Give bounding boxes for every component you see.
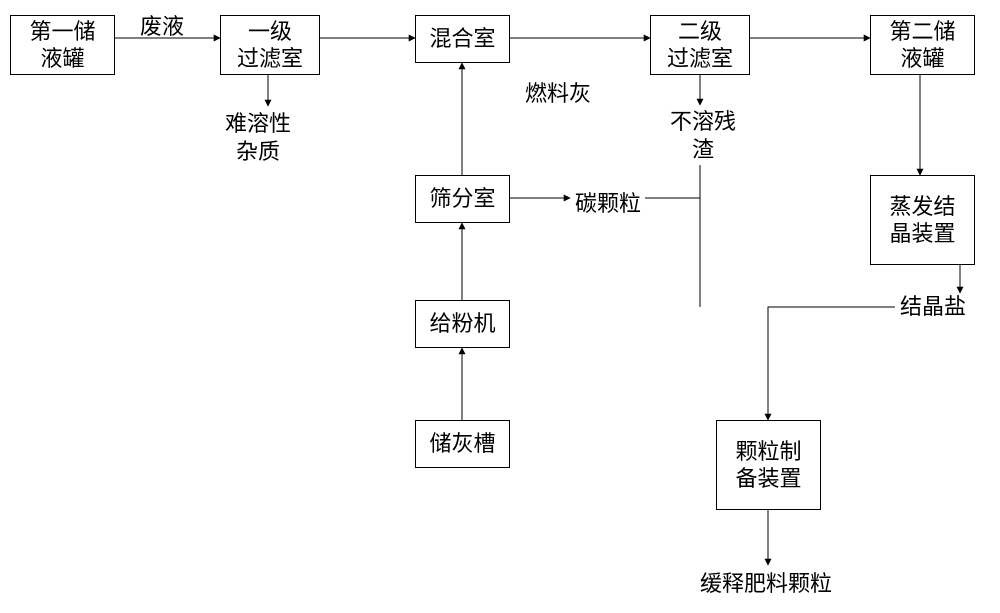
label-carbon: 碳颗粒 bbox=[575, 190, 641, 218]
label-waste: 废液 bbox=[140, 13, 184, 41]
node-filter1-label: 一级 过滤室 bbox=[237, 18, 303, 73]
node-ashbin-label: 储灰槽 bbox=[429, 430, 495, 458]
label-product: 缓释肥料颗粒 bbox=[700, 570, 832, 598]
node-feeder: 给粉机 bbox=[415, 300, 510, 348]
node-mix-label: 混合室 bbox=[429, 25, 495, 53]
node-granule: 颗粒制 备装置 bbox=[716, 420, 821, 510]
node-granule-label: 颗粒制 备装置 bbox=[735, 438, 801, 493]
label-salt: 结晶盐 bbox=[900, 293, 966, 321]
node-filter2-label: 二级 过滤室 bbox=[667, 18, 733, 73]
node-filter2: 二级 过滤室 bbox=[650, 15, 750, 75]
node-filter1: 一级 过滤室 bbox=[220, 15, 320, 75]
node-mix: 混合室 bbox=[415, 15, 510, 63]
node-sieve-label: 筛分室 bbox=[429, 185, 495, 213]
node-tank1: 第一储 液罐 bbox=[10, 15, 115, 75]
node-evap-label: 蒸发结 晶装置 bbox=[889, 193, 955, 248]
label-residue: 不溶残 渣 bbox=[670, 108, 736, 163]
label-imp: 难溶性 杂质 bbox=[225, 110, 291, 165]
node-sieve: 筛分室 bbox=[415, 175, 510, 223]
node-tank2: 第二储 液罐 bbox=[870, 15, 975, 75]
label-fuelash: 燃料灰 bbox=[525, 80, 591, 108]
node-evap: 蒸发结 晶装置 bbox=[870, 175, 975, 265]
node-tank2-label: 第二储 液罐 bbox=[889, 18, 955, 73]
node-tank1-label: 第一储 液罐 bbox=[29, 18, 95, 73]
node-ashbin: 储灰槽 bbox=[415, 420, 510, 468]
node-feeder-label: 给粉机 bbox=[429, 310, 495, 338]
